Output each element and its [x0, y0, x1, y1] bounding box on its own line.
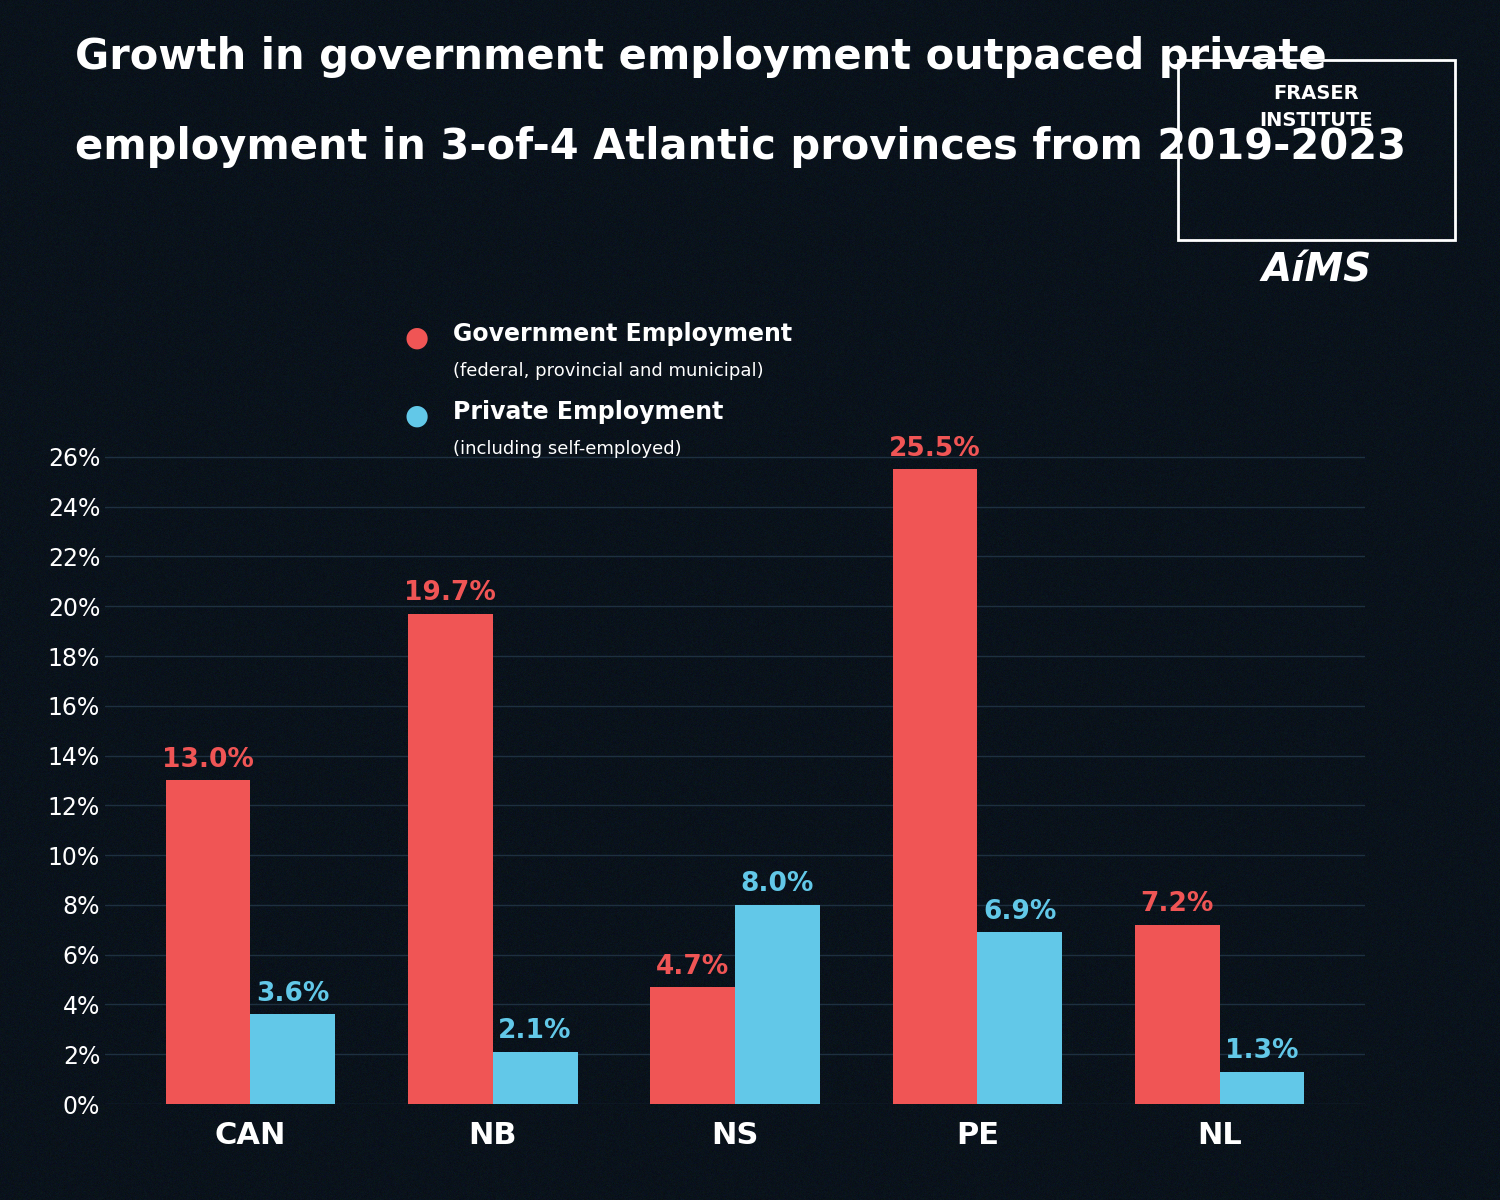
Text: Growth in government employment outpaced private: Growth in government employment outpaced…: [75, 36, 1326, 78]
Text: 7.2%: 7.2%: [1140, 892, 1214, 917]
Bar: [892, 469, 978, 1104]
Text: ●: ●: [405, 324, 429, 352]
Text: ●: ●: [405, 402, 429, 430]
Text: (including self-employed): (including self-employed): [453, 440, 681, 458]
Text: 8.0%: 8.0%: [741, 871, 815, 898]
Bar: [650, 988, 735, 1104]
Text: 6.9%: 6.9%: [982, 899, 1056, 925]
Text: 13.0%: 13.0%: [162, 746, 254, 773]
Bar: [1220, 1072, 1305, 1104]
Bar: [1136, 925, 1220, 1104]
Text: AíMS: AíMS: [1262, 252, 1371, 290]
Text: 1.3%: 1.3%: [1226, 1038, 1299, 1064]
Text: 4.7%: 4.7%: [656, 954, 729, 979]
Text: Government Employment: Government Employment: [453, 322, 792, 346]
Bar: [735, 905, 821, 1104]
Text: 3.6%: 3.6%: [256, 980, 330, 1007]
Text: employment in 3-of-4 Atlantic provinces from 2019-2023: employment in 3-of-4 Atlantic provinces …: [75, 126, 1406, 168]
Text: 2.1%: 2.1%: [498, 1019, 572, 1044]
Text: Private Employment: Private Employment: [453, 400, 723, 424]
Bar: [165, 780, 250, 1104]
Text: (federal, provincial and municipal): (federal, provincial and municipal): [453, 362, 764, 380]
Bar: [251, 1014, 334, 1104]
Bar: [408, 613, 492, 1104]
Text: 25.5%: 25.5%: [890, 436, 981, 462]
Text: FRASER
INSTITUTE: FRASER INSTITUTE: [1260, 84, 1372, 130]
Text: 19.7%: 19.7%: [405, 581, 496, 606]
Bar: [492, 1051, 578, 1104]
Bar: [978, 932, 1062, 1104]
